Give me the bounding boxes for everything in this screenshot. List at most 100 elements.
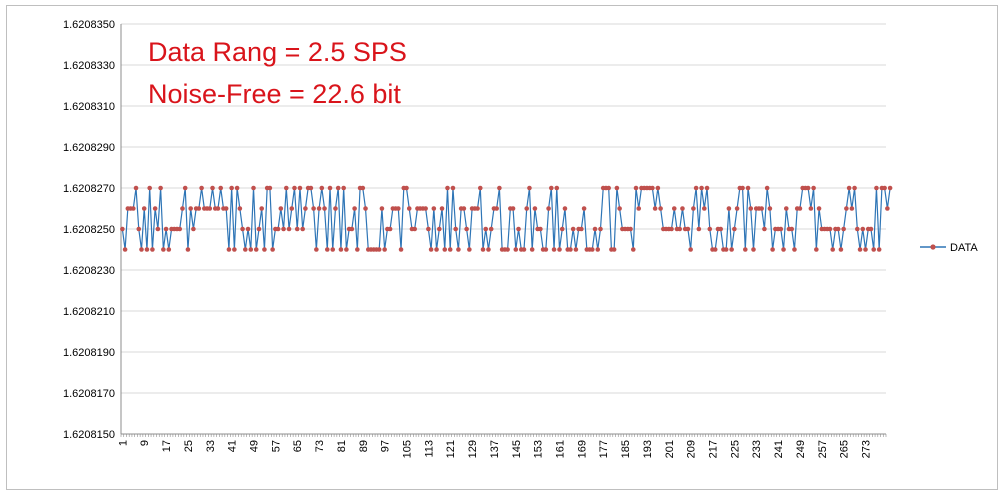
data-point xyxy=(196,206,202,211)
data-point xyxy=(461,206,467,211)
data-point xyxy=(559,226,565,232)
x-tick-label: 137 xyxy=(489,440,501,458)
data-point xyxy=(335,185,341,191)
y-tick-label: 1.6208290 xyxy=(63,142,115,154)
data-point xyxy=(748,206,754,211)
data-point xyxy=(232,247,237,252)
data-point xyxy=(229,185,234,191)
data-point xyxy=(680,206,685,211)
data-point xyxy=(436,226,442,232)
data-point xyxy=(163,226,169,232)
x-tick-label: 9 xyxy=(139,440,151,446)
data-point xyxy=(210,185,215,191)
data-point xyxy=(650,185,655,191)
data-point xyxy=(207,206,213,211)
x-tick-label: 89 xyxy=(358,440,370,452)
data-point xyxy=(726,206,732,211)
data-point xyxy=(655,185,661,191)
data-point xyxy=(396,206,401,211)
data-point xyxy=(382,247,387,252)
y-tick-label: 1.6208170 xyxy=(63,388,115,400)
data-point xyxy=(398,247,404,252)
chart-canvas: 1.6208350 1.6208330 1.6208310 1.6208290 1.62… xyxy=(63,19,978,458)
data-point xyxy=(199,185,204,191)
y-tick-label: 1.6208250 xyxy=(63,224,115,236)
data-point xyxy=(513,247,519,252)
data-point xyxy=(797,206,803,211)
data-point xyxy=(505,247,510,252)
data-point xyxy=(155,226,161,232)
data-point xyxy=(592,226,598,232)
data-point xyxy=(316,206,322,211)
data-point xyxy=(180,206,185,211)
data-point xyxy=(355,247,360,252)
x-tick-label: 105 xyxy=(402,440,414,458)
data-point xyxy=(267,185,273,191)
data-point xyxy=(792,247,797,252)
data-point xyxy=(294,226,300,232)
data-point xyxy=(223,206,229,211)
data-point xyxy=(376,247,382,252)
data-point xyxy=(857,247,863,252)
data-point xyxy=(882,185,887,191)
y-tick-label: 1.6208270 xyxy=(63,183,115,195)
x-tick-label: 97 xyxy=(380,440,392,452)
data-point xyxy=(745,185,751,191)
data-point xyxy=(723,247,729,252)
x-tick-label: 1 xyxy=(117,440,129,446)
x-tick-label: 121 xyxy=(445,440,457,458)
data-point xyxy=(412,226,418,232)
data-point xyxy=(759,206,764,211)
data-point xyxy=(562,206,568,211)
data-point xyxy=(702,206,707,211)
data-point xyxy=(404,185,409,191)
data-point xyxy=(158,185,163,191)
x-tick-label: 49 xyxy=(249,440,261,452)
data-point xyxy=(270,247,275,252)
data-point xyxy=(718,226,724,232)
data-point xyxy=(152,206,158,211)
data-point xyxy=(182,185,188,191)
data-point xyxy=(551,247,557,252)
data-point xyxy=(245,226,251,232)
data-point xyxy=(751,247,756,252)
x-tick-label: 249 xyxy=(795,440,807,458)
legend-label-data: DATA xyxy=(950,242,978,254)
data-point xyxy=(707,226,713,232)
x-tick-label: 73 xyxy=(314,440,326,452)
x-axis-ticks: 1 9 17 25 33 41 49 57 65 73 81 89 97 105 113 121 129 137 1… xyxy=(117,440,872,458)
data-point xyxy=(844,206,849,211)
data-point xyxy=(688,247,693,252)
data-point xyxy=(480,247,486,252)
data-point xyxy=(297,185,303,191)
data-point xyxy=(611,247,617,252)
legend-marker-icon xyxy=(930,244,936,250)
data-point xyxy=(226,247,232,252)
data-point xyxy=(778,226,784,232)
data-point xyxy=(740,185,745,191)
data-point xyxy=(671,206,677,211)
data-point xyxy=(699,185,704,191)
annotation-data-range: Data Rang = 2.5 SPS xyxy=(148,37,407,67)
x-tick-label: 177 xyxy=(598,440,610,458)
x-tick-label: 273 xyxy=(861,440,873,458)
data-point xyxy=(447,247,453,252)
annotation-noise-free: Noise-Free = 22.6 bit xyxy=(148,79,401,109)
data-point xyxy=(122,247,128,252)
data-point xyxy=(814,247,819,252)
data-point xyxy=(652,206,658,211)
data-point xyxy=(677,226,683,232)
data-point xyxy=(281,226,286,232)
data-point xyxy=(464,226,469,232)
data-point xyxy=(863,247,868,252)
data-point xyxy=(606,185,611,191)
data-point xyxy=(876,247,882,252)
data-point xyxy=(669,226,674,232)
data-point xyxy=(568,247,573,252)
data-point xyxy=(693,185,699,191)
data-point xyxy=(546,206,551,211)
data-point xyxy=(636,206,642,211)
data-point xyxy=(262,247,267,252)
data-point xyxy=(150,247,155,252)
x-tick-label: 113 xyxy=(423,440,435,458)
